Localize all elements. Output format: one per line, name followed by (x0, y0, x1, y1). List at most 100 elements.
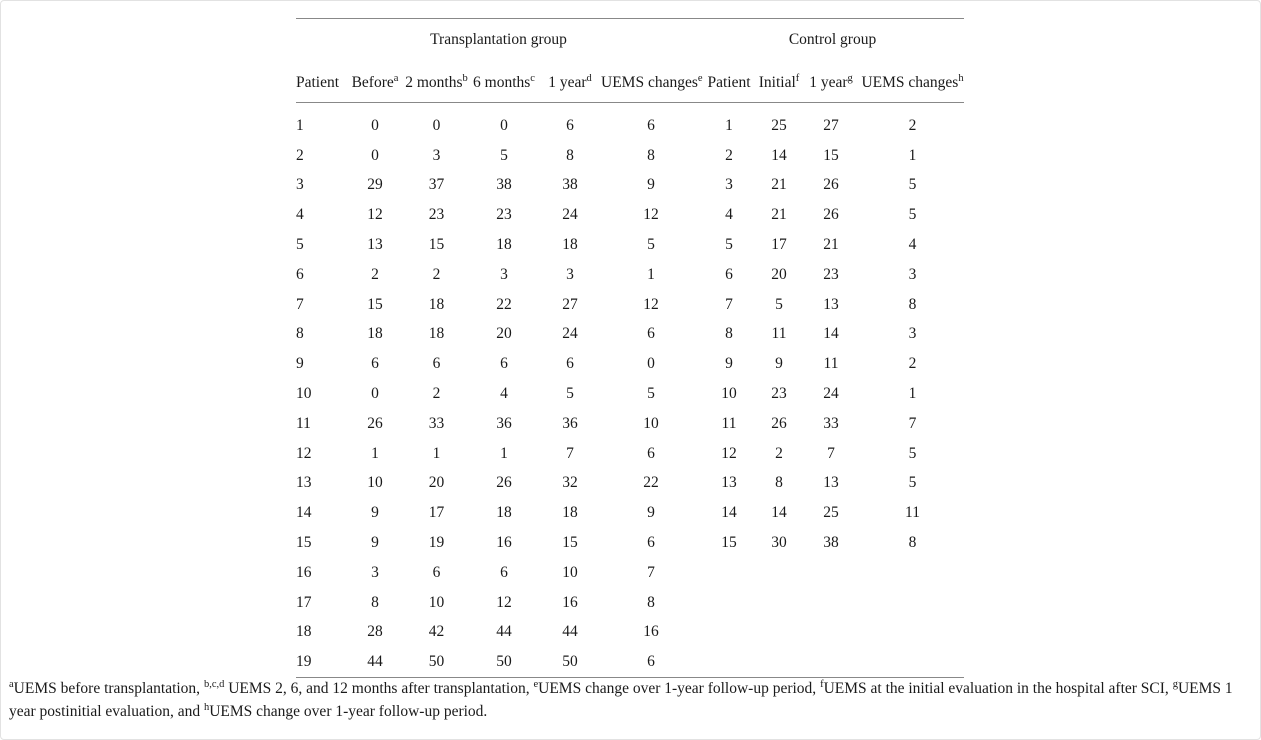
table-row: 13 10 20 26 32 22 13 8 13 5 (296, 469, 964, 499)
uems-value-cell: 20 (496, 325, 512, 343)
uems-value-cell: 8 (647, 146, 655, 164)
uems-value-cell: 10 (643, 414, 659, 432)
table-row: 11 26 33 36 36 10 11 26 33 7 (296, 409, 964, 439)
uems-value-cell: 7 (827, 444, 835, 462)
uems-value-cell: 3 (908, 325, 917, 343)
uems-value-cell (757, 558, 801, 588)
uems-value-cell (861, 647, 965, 679)
column-header-label: Patient (707, 74, 751, 91)
uems-value-cell: 12 (496, 593, 512, 611)
column-header-1-before: Beforea (346, 52, 404, 103)
footnote-marker: f (795, 72, 800, 84)
patient-id-cell (701, 647, 757, 679)
patient-id-cell: 2 (296, 146, 304, 164)
patient-id-cell (701, 588, 757, 618)
patient-id-cell: 2 (725, 146, 733, 164)
uems-value-cell: 5 (647, 236, 655, 254)
patient-id-cell: 11 (296, 414, 311, 432)
uems-value-cell: 2 (432, 385, 441, 403)
uems-value-cell: 6 (647, 534, 655, 552)
uems-value-cell: 15 (562, 534, 578, 552)
column-header-6-patient: Patient (701, 52, 757, 103)
uems-value-cell: 14 (771, 146, 787, 164)
uems-value-cell: 9 (775, 355, 783, 373)
patient-id-cell: 5 (725, 236, 733, 254)
uems-value-cell: 42 (428, 623, 445, 641)
uems-value-cell: 26 (771, 414, 787, 432)
uems-value-cell: 23 (496, 206, 512, 224)
patient-id-cell: 12 (721, 444, 737, 462)
patient-id-cell: 6 (296, 265, 304, 283)
column-header-3-6-months: 6 monthsc (469, 52, 539, 103)
uems-value-cell: 36 (562, 414, 578, 432)
footnote-marker: f (820, 678, 824, 690)
uems-value-cell: 9 (371, 504, 379, 522)
uems-data-table: Transplantation group Control group Patie… (296, 18, 965, 679)
uems-value-cell: 0 (432, 116, 441, 134)
footnote-marker: h (958, 72, 964, 84)
uems-value-cell: 50 (539, 647, 601, 679)
uems-value-cell: 8 (908, 295, 917, 313)
column-header-9-uems-changes: UEMS changesh (861, 52, 965, 103)
table-row: 3 29 37 38 38 9 3 21 26 5 (296, 171, 964, 201)
table-row: 5 13 15 18 18 5 5 17 21 4 (296, 230, 964, 260)
footnote-marker: b (462, 72, 468, 84)
uems-value-cell: 6 (432, 563, 441, 581)
patient-id-cell: 13 (296, 474, 312, 492)
patient-id-cell: 1 (296, 116, 304, 134)
uems-value-cell: 7 (566, 444, 574, 462)
uems-value-cell: 6 (500, 355, 508, 373)
column-header-label: Before (351, 74, 394, 91)
column-header-label: UEMS changes (601, 74, 698, 91)
uems-value-cell: 38 (496, 176, 512, 194)
uems-value-cell: 27 (562, 295, 578, 313)
uems-value-cell: 6 (500, 563, 508, 581)
table-footnote: aUEMS before transplantation, b,c,d UEMS… (9, 678, 1255, 723)
uems-value-cell: 3 (371, 563, 379, 581)
column-header-label: 1 year (548, 74, 587, 91)
uems-value-cell: 18 (496, 504, 512, 522)
footnote-marker: g (847, 72, 853, 84)
uems-value-cell: 14 (823, 325, 839, 343)
group-header: Transplantation group (296, 18, 701, 52)
uems-value-cell: 2 (908, 355, 917, 373)
column-header-label: UEMS changes (861, 74, 959, 91)
uems-value-cell: 17 (428, 504, 445, 522)
patient-id-cell: 14 (296, 504, 312, 522)
uems-value-cell: 5 (908, 444, 917, 462)
uems-value-cell: 8 (908, 534, 917, 552)
patient-id-cell: 15 (721, 534, 737, 552)
uems-value-cell: 33 (428, 414, 445, 432)
uems-value-cell: 5 (647, 385, 655, 403)
uems-value-cell: 21 (771, 206, 787, 224)
uems-value-cell: 27 (823, 116, 839, 134)
uems-value-cell: 6 (647, 325, 655, 343)
uems-value-cell: 1 (908, 146, 917, 164)
uems-value-cell: 25 (771, 116, 787, 134)
uems-value-cell: 12 (643, 295, 659, 313)
uems-value-cell: 18 (562, 236, 578, 254)
uems-value-cell: 30 (771, 534, 787, 552)
uems-value-cell: 19 (428, 534, 445, 552)
uems-value-cell: 2 (432, 265, 441, 283)
uems-value-cell: 5 (908, 474, 917, 492)
uems-value-cell: 7 (647, 563, 655, 581)
uems-value-cell: 11 (771, 325, 787, 343)
uems-value-cell: 11 (905, 504, 920, 522)
uems-value-cell: 23 (823, 265, 839, 283)
uems-value-cell: 0 (371, 116, 379, 134)
uems-value-cell: 7 (908, 414, 917, 432)
uems-value-cell: 44 (562, 623, 578, 641)
uems-value-cell: 37 (428, 176, 445, 194)
patient-id-cell: 8 (296, 325, 304, 343)
uems-value-cell: 10 (562, 563, 578, 581)
table-row: 10 0 2 4 5 5 10 23 24 1 (296, 379, 964, 409)
column-header-row: Patient Beforea 2 monthsb 6 monthsc 1 yeard U… (296, 52, 965, 103)
uems-value-cell: 24 (562, 206, 578, 224)
patient-id-cell: 17 (296, 593, 312, 611)
uems-value-cell: 5 (908, 206, 917, 224)
uems-value-cell: 13 (823, 474, 839, 492)
uems-value-cell: 6 (566, 355, 574, 373)
uems-value-cell: 5 (500, 146, 508, 164)
